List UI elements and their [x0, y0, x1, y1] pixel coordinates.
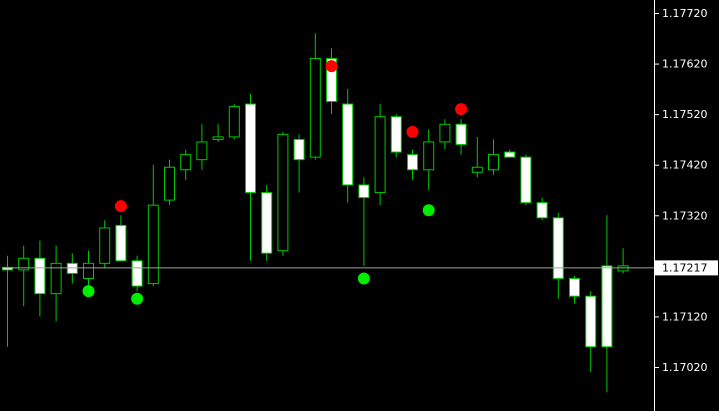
bear-candle-body — [407, 154, 418, 171]
buy-signal-dot — [131, 292, 144, 305]
bull-candle-body — [196, 141, 208, 161]
bull-candle-body — [471, 166, 483, 173]
bull-candle-body — [147, 204, 159, 285]
bear-candle-body — [601, 265, 613, 348]
bull-candle-body — [212, 136, 224, 140]
bear-candle-body — [342, 103, 354, 186]
bear-candle-body — [34, 257, 46, 295]
buy-signal-dot — [82, 285, 95, 298]
bull-candle-body — [18, 257, 30, 271]
bull-candle-body — [309, 58, 321, 158]
signal-markers — [82, 60, 468, 305]
price-axis: 1.17720 1.17620 1.17520 1.17420 1.17320 1.171… — [654, 7, 708, 374]
bear-candle-body — [293, 138, 305, 161]
sell-signal-dot — [406, 125, 419, 138]
bear-candle-body — [569, 278, 580, 297]
bull-candle-body — [50, 262, 62, 295]
price-tick-label: 1.17620 — [662, 58, 708, 71]
bull-candle-body — [423, 141, 435, 171]
sell-signal-dot — [455, 103, 468, 116]
price-tick-label: 1.17720 — [662, 7, 708, 20]
current-price-value: 1.17217 — [662, 261, 708, 274]
bear-candle-body — [245, 103, 256, 194]
bear-candle-body — [131, 260, 143, 287]
bear-candle-body — [326, 58, 337, 102]
buy-signal-dot — [422, 204, 435, 217]
bull-candle-body — [277, 133, 289, 252]
bull-candle-body — [180, 154, 192, 171]
bear-candle-body — [520, 156, 532, 204]
candle-bodies — [2, 58, 629, 348]
bear-candle-body — [115, 224, 127, 262]
bull-candle-body — [228, 106, 240, 138]
sell-signal-dot — [114, 200, 127, 213]
bear-candle-body — [358, 184, 370, 199]
sell-signal-dot — [325, 60, 338, 73]
bear-candle-body — [536, 202, 548, 219]
bull-candle-body — [83, 262, 94, 280]
current-price-box — [655, 260, 718, 276]
bear-candle-body — [66, 262, 78, 274]
bear-candle-body — [552, 217, 564, 279]
bull-candle-body — [374, 116, 386, 194]
price-tick-label: 1.17520 — [662, 108, 708, 121]
bull-candle-body — [488, 154, 499, 171]
current-price-label: 1.17217 — [655, 260, 718, 276]
bull-candle-body — [99, 227, 111, 264]
price-tick-label: 1.17420 — [662, 159, 708, 172]
bull-candle-body — [439, 123, 451, 143]
bear-candle-body — [504, 151, 516, 158]
buy-signal-dot — [357, 272, 370, 285]
price-tick-label: 1.17020 — [662, 361, 708, 374]
bear-candle-body — [455, 123, 467, 145]
price-tick-label: 1.17120 — [662, 310, 708, 323]
bull-candle-body — [617, 265, 629, 272]
bear-candle-body — [585, 295, 597, 348]
bear-candle-body — [261, 192, 273, 254]
bull-candle-body — [164, 166, 175, 201]
price-tick-label: 1.17320 — [662, 209, 708, 222]
bear-candle-body — [390, 116, 402, 153]
